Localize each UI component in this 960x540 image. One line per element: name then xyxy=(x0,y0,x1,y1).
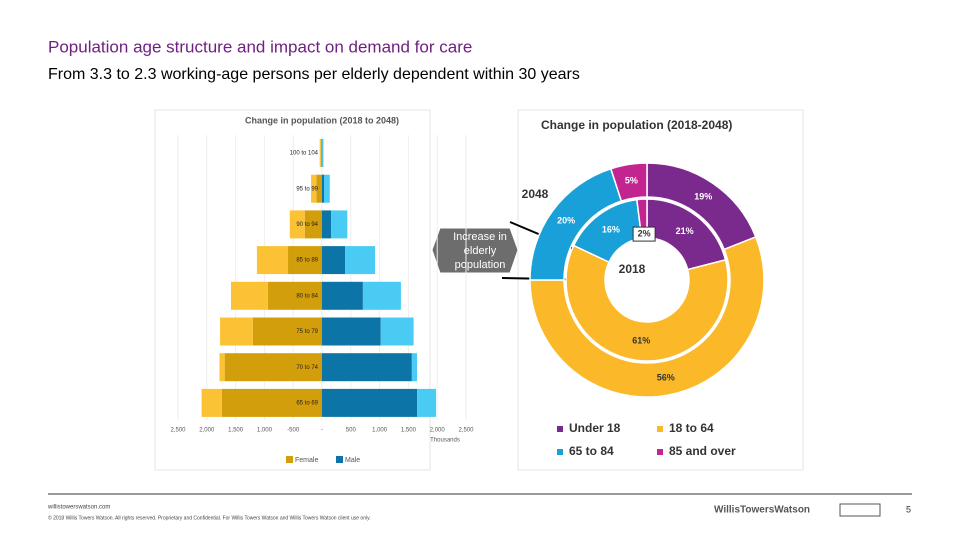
x-tick-label: 1,000 xyxy=(372,428,388,434)
data-label: 20% xyxy=(557,216,575,226)
category-label: 100 to 104 xyxy=(290,151,319,157)
data-label: 56% xyxy=(657,373,675,383)
category-label: 95 to 99 xyxy=(296,186,318,192)
callout-text: Increase in elderly population xyxy=(453,231,507,271)
legend-label: 85 and over xyxy=(669,444,736,458)
footer-logo: WillisTowersWatson xyxy=(714,505,810,516)
footer-url: willistowerswatson.com xyxy=(47,505,110,511)
x-tick-label: 2,500 xyxy=(170,428,186,434)
legend-swatch xyxy=(336,456,343,463)
bar-increase xyxy=(230,281,268,310)
bar xyxy=(320,139,322,167)
bar xyxy=(288,246,322,275)
slide-subtitle: From 3.3 to 2.3 working-age persons per … xyxy=(48,66,580,83)
bar xyxy=(316,174,322,203)
legend-swatch xyxy=(657,449,663,455)
legend-swatch xyxy=(557,449,563,455)
legend-swatch xyxy=(657,426,663,432)
ring-label: 2048 xyxy=(522,187,549,201)
bar xyxy=(322,353,412,382)
x-tick-label: 500 xyxy=(346,428,357,434)
bar-increase xyxy=(220,317,253,346)
bar-increase xyxy=(219,353,225,382)
x-tick-label: 1,000 xyxy=(257,428,273,434)
slide-title: Population age structure and impact on d… xyxy=(48,37,472,56)
category-label: 75 to 79 xyxy=(296,329,318,335)
bar xyxy=(267,281,322,310)
bar xyxy=(322,174,325,203)
bar-increase xyxy=(380,317,414,346)
bar-increase xyxy=(362,281,401,310)
legend-label: 65 to 84 xyxy=(569,444,614,458)
bar xyxy=(322,210,332,239)
bar-increase xyxy=(319,139,321,167)
legend-swatch xyxy=(286,456,293,463)
x-tick-label: 1,500 xyxy=(401,428,417,434)
donut-slice xyxy=(565,244,729,362)
x-tick-label: 2,500 xyxy=(458,428,474,434)
footer-copyright: © 2018 Willis Towers Watson. All rights … xyxy=(48,514,371,521)
bar xyxy=(322,281,363,310)
label-box xyxy=(632,226,656,242)
bar xyxy=(322,388,418,417)
data-label: 16% xyxy=(602,225,620,235)
bar-increase xyxy=(256,246,289,275)
data-label: 61% xyxy=(632,336,650,346)
data-label: 2% xyxy=(638,228,651,238)
ring-label: 2018 xyxy=(619,262,646,276)
bar xyxy=(304,210,322,239)
donut-slice xyxy=(609,162,648,203)
x-tick-label: -500 xyxy=(287,428,300,434)
bar xyxy=(252,317,322,346)
x-axis-label: Thousands xyxy=(430,438,460,444)
donut-slice xyxy=(529,235,765,398)
chart-title: Change in population (2018 to 2048) xyxy=(245,115,399,125)
bar-increase xyxy=(411,353,418,382)
category-label: 85 to 89 xyxy=(296,258,318,264)
bar xyxy=(322,317,381,346)
legend-label: Male xyxy=(345,457,360,464)
data-label: 19% xyxy=(694,192,712,202)
bar xyxy=(221,388,322,417)
category-label: 80 to 84 xyxy=(296,293,318,299)
legend-swatch xyxy=(557,426,563,432)
legend-label: Under 18 xyxy=(569,421,621,435)
data-label: 21% xyxy=(676,226,694,236)
page-number: 5 xyxy=(906,504,911,514)
bar-increase xyxy=(289,210,305,239)
bar-increase xyxy=(345,246,375,275)
legend-label: 18 to 64 xyxy=(669,421,714,435)
chart-title: Change in population (2018-2048) xyxy=(541,118,732,132)
bar-increase xyxy=(322,139,324,167)
bar-increase xyxy=(201,388,222,417)
bar-increase xyxy=(331,210,348,239)
bar-increase xyxy=(324,174,330,203)
x-tick-label: - xyxy=(321,428,323,434)
x-tick-label: 2,000 xyxy=(430,428,446,434)
callout-shape xyxy=(431,227,519,274)
x-tick-label: 1,500 xyxy=(228,428,244,434)
legend-label: Female xyxy=(295,457,318,464)
category-label: 65 to 69 xyxy=(296,400,318,406)
x-tick-label: 2,000 xyxy=(199,428,215,434)
logo-mark xyxy=(839,503,881,517)
category-label: 70 to 74 xyxy=(296,365,318,371)
bar xyxy=(322,246,346,275)
bar xyxy=(224,353,322,382)
bar-increase xyxy=(417,388,437,417)
bar-increase xyxy=(311,174,317,203)
data-label: 5% xyxy=(625,176,638,186)
category-label: 90 to 94 xyxy=(296,222,318,228)
